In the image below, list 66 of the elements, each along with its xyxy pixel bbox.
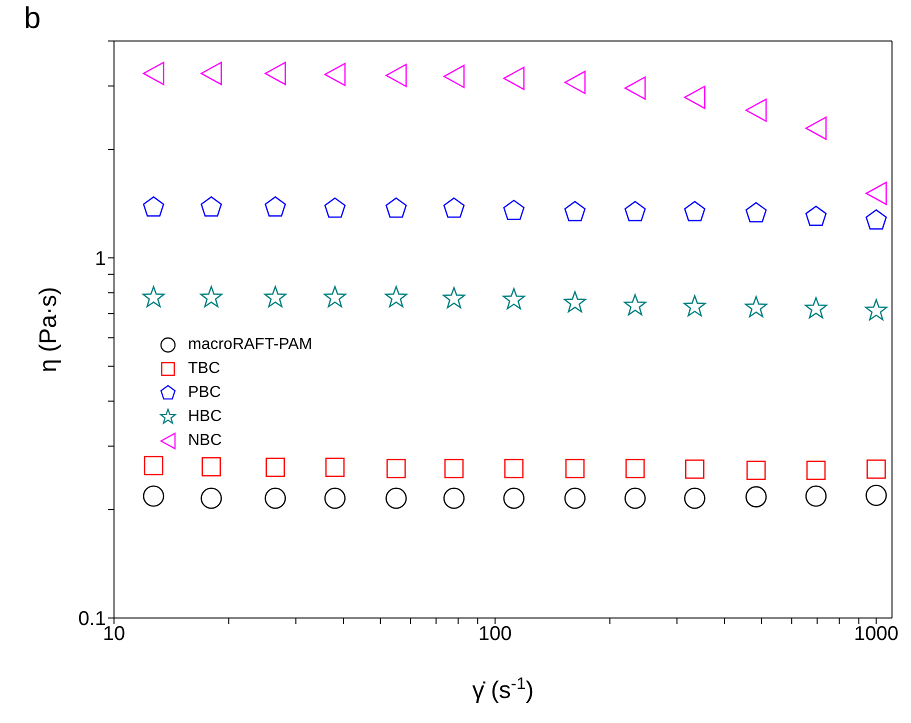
point xyxy=(144,456,164,476)
point xyxy=(866,209,887,230)
point xyxy=(564,70,586,94)
point xyxy=(444,458,464,478)
point xyxy=(624,294,646,316)
point xyxy=(746,460,766,480)
point xyxy=(443,488,465,509)
point xyxy=(564,200,586,222)
point xyxy=(805,116,827,140)
x-tick-label: 100 xyxy=(478,623,512,646)
legend-label: macroRAFT-PAM xyxy=(188,336,312,354)
point xyxy=(865,299,888,320)
point xyxy=(745,486,767,508)
x-axis-title: γ̇ (s$^{-1}$) xyxy=(472,674,534,704)
point xyxy=(684,488,706,509)
point xyxy=(264,488,286,509)
point xyxy=(684,86,706,109)
point xyxy=(142,485,164,507)
legend-label: TBC xyxy=(188,360,220,378)
point xyxy=(805,206,827,226)
point xyxy=(443,64,465,88)
legend-label: PBC xyxy=(188,384,221,402)
point xyxy=(625,458,645,478)
point xyxy=(502,288,525,310)
point xyxy=(142,286,165,308)
point xyxy=(564,291,586,312)
y-tick-label: 1 xyxy=(94,248,106,270)
point xyxy=(684,295,706,316)
point xyxy=(624,76,646,100)
point xyxy=(866,484,887,506)
point xyxy=(324,197,346,218)
point xyxy=(325,458,345,477)
point xyxy=(264,286,286,308)
point xyxy=(266,458,285,477)
point xyxy=(805,485,827,507)
point xyxy=(142,62,164,86)
point xyxy=(264,62,286,86)
point xyxy=(443,197,465,218)
point xyxy=(624,200,646,222)
point xyxy=(264,196,286,217)
point xyxy=(804,297,828,318)
point xyxy=(866,459,886,479)
point xyxy=(684,200,706,222)
point xyxy=(324,286,346,308)
legend-label: NBC xyxy=(188,432,222,450)
point xyxy=(503,200,525,220)
point xyxy=(685,459,704,479)
text: b xyxy=(24,2,41,36)
point xyxy=(504,458,524,478)
point xyxy=(564,488,586,509)
point xyxy=(745,98,767,122)
point xyxy=(806,460,826,480)
point xyxy=(324,62,346,86)
point xyxy=(142,196,164,217)
point xyxy=(745,296,768,318)
point xyxy=(745,202,767,222)
point xyxy=(324,488,346,509)
legend-label: HBC xyxy=(188,408,222,426)
point xyxy=(503,66,525,90)
point xyxy=(442,287,466,308)
point xyxy=(503,488,525,509)
point xyxy=(624,488,646,509)
point xyxy=(565,458,585,478)
y-axis-title: η (Pa·s) xyxy=(35,286,62,372)
point xyxy=(866,182,887,206)
x-tick-label: 1000 xyxy=(854,623,898,646)
